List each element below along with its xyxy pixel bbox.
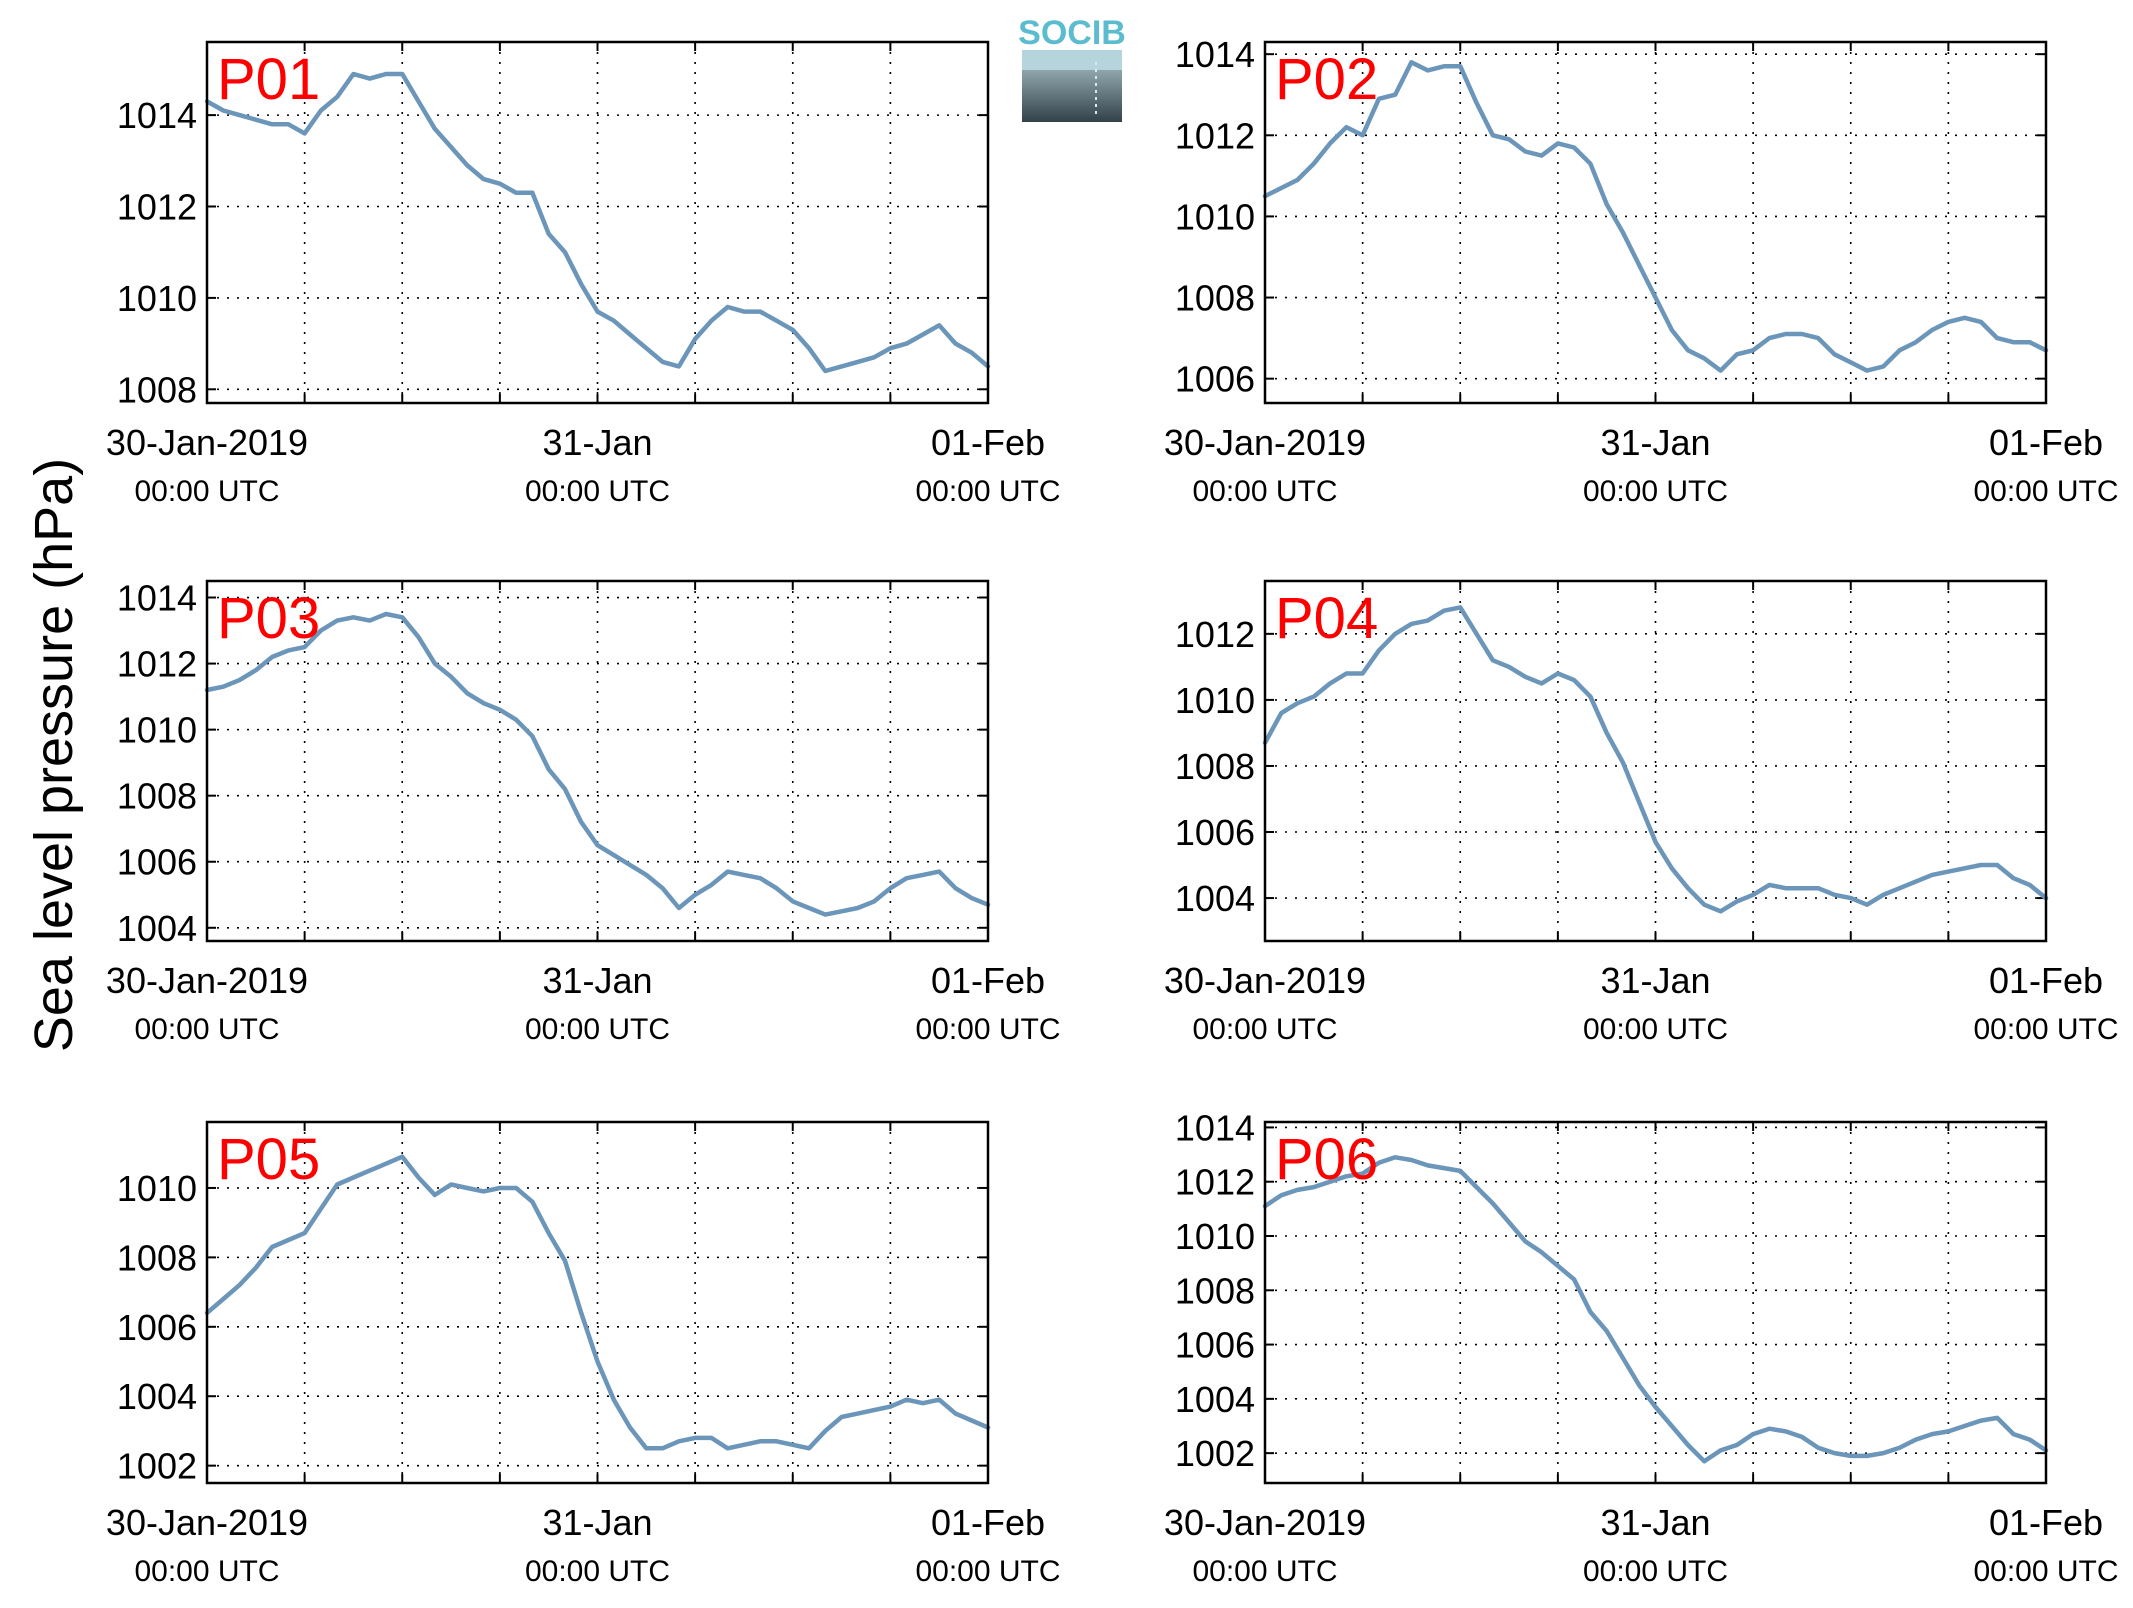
x-tick-label-date: 01-Feb — [1989, 960, 2103, 1001]
y-tick-label: 1014 — [1175, 34, 1255, 75]
axes-frame — [205, 40, 990, 405]
panel-p01: 1008 1010 1012 1014 30-Jan-2019 00:00 UTC 31-J… — [106, 40, 1061, 508]
y-tick-label: 1008 — [1175, 1270, 1255, 1311]
pressure-series-line — [204, 611, 991, 917]
axes-frame — [205, 1120, 990, 1485]
pressure-series-line — [204, 1154, 991, 1451]
panel-label: P03 — [217, 586, 320, 651]
x-tick-label-time: 00:00 UTC — [915, 475, 1060, 508]
x-tick-label-time: 00:00 UTC — [525, 475, 670, 508]
y-tick-label: 1010 — [117, 278, 197, 319]
x-tick-label-time: 00:00 UTC — [1192, 475, 1337, 508]
x-tick-label-time: 00:00 UTC — [1583, 1013, 1728, 1046]
panels: 1008 1010 1012 1014 30-Jan-2019 00:00 UTC 31-J… — [106, 34, 2119, 1588]
y-tick-label: 1004 — [1175, 878, 1255, 919]
y-tick-label: 1010 — [117, 1168, 197, 1209]
x-tick-label-time: 00:00 UTC — [1583, 1555, 1728, 1588]
x-tick-label-time: 00:00 UTC — [915, 1555, 1060, 1588]
x-tick-label-time: 00:00 UTC — [915, 1013, 1060, 1046]
y-tick-label: 1008 — [117, 776, 197, 817]
y-tick-label: 1008 — [117, 1237, 197, 1278]
panel-label: P02 — [1275, 47, 1378, 112]
socib-logo-text: SOCIB — [1018, 14, 1126, 52]
y-tick-label: 1004 — [117, 908, 197, 949]
axes-frame — [1263, 579, 2048, 943]
panel-p04: 1004 1006 1008 1010 1012 30-Jan-2019 00:00 UTC… — [1164, 579, 2119, 1046]
x-tick-label-date: 30-Jan-2019 — [106, 960, 308, 1001]
axes-frame — [205, 579, 990, 943]
x-tick-label-date: 31-Jan — [542, 422, 652, 463]
y-tick-label: 1010 — [1175, 1216, 1255, 1257]
y-tick-label: 1014 — [1175, 1107, 1255, 1148]
x-tick-label-date: 01-Feb — [931, 960, 1045, 1001]
x-tick-label-time: 00:00 UTC — [1192, 1555, 1337, 1588]
x-tick-label-time: 00:00 UTC — [1192, 1013, 1337, 1046]
y-tick-label: 1012 — [117, 187, 197, 228]
panel-p03: 1004 1006 1008 1010 1012 1014 30-Jan-2019 00:00… — [106, 578, 1061, 1046]
x-tick-label-date: 30-Jan-2019 — [1164, 960, 1366, 1001]
panel-label: P04 — [1275, 586, 1378, 651]
y-tick-label: 1012 — [117, 644, 197, 685]
y-axis-title: Sea level pressure (hPa) — [24, 458, 84, 1052]
x-tick-label-time: 00:00 UTC — [1583, 475, 1728, 508]
x-tick-label-date: 01-Feb — [1989, 1502, 2103, 1543]
x-tick-label-time: 00:00 UTC — [134, 475, 279, 508]
y-tick-label: 1008 — [1175, 746, 1255, 787]
axes-frame — [1263, 1120, 2048, 1485]
panel-p06: 1002 1004 1006 1008 1010 1012 1014 30-Jan-2019 0… — [1164, 1107, 2119, 1588]
pressure-series-line — [1262, 605, 2049, 914]
x-tick-label-time: 00:00 UTC — [1973, 475, 2118, 508]
x-tick-label-date: 01-Feb — [931, 422, 1045, 463]
y-tick-label: 1006 — [1175, 812, 1255, 853]
x-tick-label-date: 30-Jan-2019 — [106, 1502, 308, 1543]
x-tick-label-time: 00:00 UTC — [134, 1555, 279, 1588]
x-tick-label-date: 31-Jan — [542, 1502, 652, 1543]
x-tick-label-date: 30-Jan-2019 — [1164, 1502, 1366, 1543]
pressure-series-line — [204, 71, 991, 374]
y-tick-label: 1004 — [1175, 1379, 1255, 1420]
x-tick-label-date: 31-Jan — [1600, 1502, 1710, 1543]
y-tick-label: 1008 — [1175, 278, 1255, 319]
x-tick-label-time: 00:00 UTC — [525, 1013, 670, 1046]
pressure-series-line — [1262, 1155, 2049, 1464]
y-tick-label: 1006 — [117, 842, 197, 883]
x-tick-label-date: 31-Jan — [1600, 960, 1710, 1001]
panel-label: P01 — [217, 47, 320, 112]
panel-p05: 1002 1004 1006 1008 1010 30-Jan-2019 00:00 UTC… — [106, 1120, 1061, 1588]
y-tick-label: 1012 — [1175, 1162, 1255, 1203]
y-tick-label: 1006 — [1175, 1325, 1255, 1366]
x-tick-label-date: 01-Feb — [931, 1502, 1045, 1543]
x-tick-label-date: 30-Jan-2019 — [106, 422, 308, 463]
x-tick-label-date: 01-Feb — [1989, 422, 2103, 463]
y-tick-label: 1014 — [117, 95, 197, 136]
x-tick-label-date: 31-Jan — [1600, 422, 1710, 463]
x-tick-label-time: 00:00 UTC — [525, 1555, 670, 1588]
panel-label: P06 — [1275, 1127, 1378, 1192]
axes-frame — [1263, 40, 2048, 405]
x-tick-label-date: 31-Jan — [542, 960, 652, 1001]
y-tick-label: 1002 — [117, 1446, 197, 1487]
y-tick-label: 1012 — [1175, 115, 1255, 156]
y-tick-label: 1014 — [117, 578, 197, 619]
y-tick-label: 1006 — [117, 1307, 197, 1348]
y-tick-label: 1010 — [1175, 680, 1255, 721]
panel-label: P05 — [217, 1127, 320, 1192]
y-tick-label: 1012 — [1175, 614, 1255, 655]
y-tick-label: 1008 — [117, 369, 197, 410]
y-tick-label: 1002 — [1175, 1433, 1255, 1474]
x-tick-label-time: 00:00 UTC — [134, 1013, 279, 1046]
pressure-series-line — [1262, 60, 2049, 373]
y-tick-label: 1010 — [117, 710, 197, 751]
x-tick-label-time: 00:00 UTC — [1973, 1555, 2118, 1588]
x-tick-label-date: 30-Jan-2019 — [1164, 422, 1366, 463]
panel-p02: 1006 1008 1010 1012 1014 30-Jan-2019 00:00 UTC… — [1164, 34, 2119, 508]
socib-logo: SOCIB — [1018, 14, 1126, 122]
y-tick-label: 1006 — [1175, 359, 1255, 400]
y-tick-label: 1010 — [1175, 196, 1255, 237]
y-tick-label: 1004 — [117, 1376, 197, 1417]
x-tick-label-time: 00:00 UTC — [1973, 1013, 2118, 1046]
